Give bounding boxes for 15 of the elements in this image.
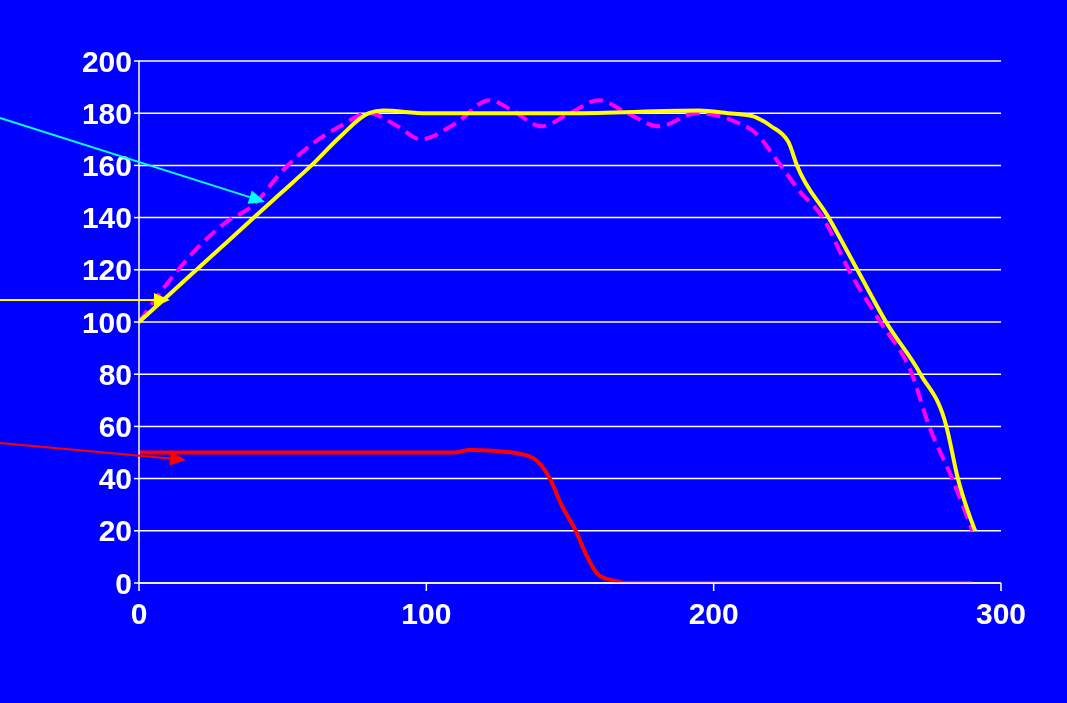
y-tick-label: 20 — [98, 514, 132, 548]
x-tick-label: 300 — [975, 597, 1027, 631]
y-tick-label: 200 — [81, 44, 132, 78]
y-tick-label: 60 — [98, 410, 132, 444]
y-tick-label: 180 — [81, 96, 132, 130]
y-tick-label: 0 — [115, 566, 132, 600]
y-tick-label: 120 — [81, 253, 132, 287]
x-tick-label: 100 — [401, 597, 452, 631]
x-tick-label: 200 — [688, 597, 739, 631]
y-tick-label: 80 — [98, 357, 132, 391]
line-series — [139, 447, 975, 583]
y-tick-label: 140 — [81, 201, 132, 235]
y-tick-label: 100 — [81, 305, 132, 339]
y-tick-label: 40 — [98, 462, 132, 496]
y-tick-label: 160 — [81, 149, 132, 183]
